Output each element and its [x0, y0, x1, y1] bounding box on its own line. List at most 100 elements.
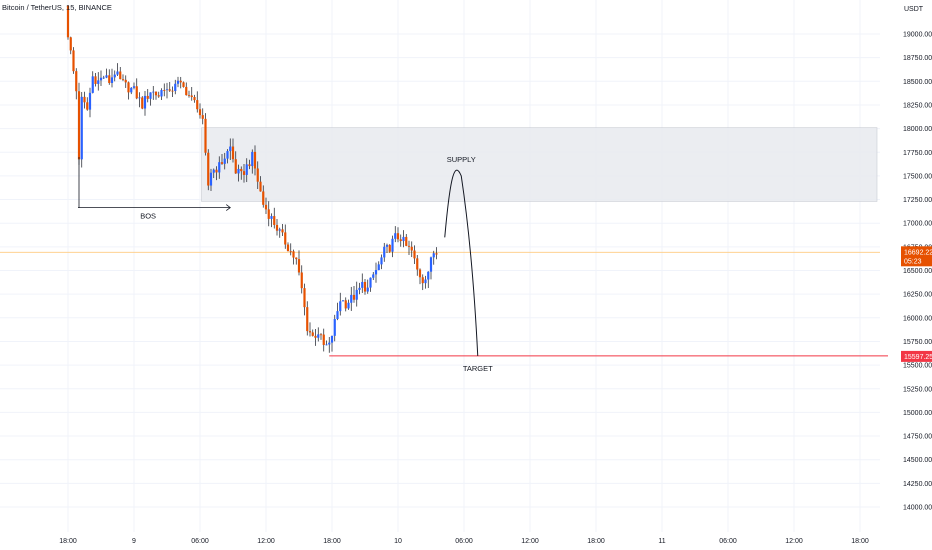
- candle-down: [121, 79, 125, 80]
- candle-up: [223, 158, 226, 164]
- candle-up: [394, 233, 397, 239]
- price-tick-label: 16000.00: [903, 315, 932, 322]
- candle-down: [201, 115, 204, 119]
- time-tick-label: 18:00: [59, 538, 77, 545]
- candle-down: [413, 250, 416, 259]
- time-tick-label: 12:00: [521, 538, 539, 545]
- candle-down: [308, 331, 312, 333]
- candle-down: [135, 86, 138, 99]
- candle-down: [410, 246, 413, 251]
- candle-down: [185, 86, 188, 96]
- candle-down: [306, 307, 309, 332]
- candle-down: [275, 224, 279, 231]
- supply-label: SUPPLY: [447, 155, 476, 164]
- bar-countdown: 05:23: [904, 258, 922, 265]
- price-tick-label: 18000.00: [903, 126, 932, 133]
- candle-down: [286, 244, 290, 252]
- candle-up: [209, 172, 213, 186]
- candle-up: [97, 80, 100, 84]
- candle-up: [138, 97, 141, 99]
- candle-down: [66, 5, 70, 38]
- candle-up: [383, 246, 386, 258]
- candle-up: [251, 151, 254, 167]
- candle-down: [292, 251, 295, 258]
- time-tick-label: 06:00: [719, 538, 737, 545]
- price-tick-label: 14250.00: [903, 481, 932, 488]
- candle-up: [245, 164, 248, 175]
- candle-down: [141, 97, 144, 109]
- candle-up: [165, 89, 169, 91]
- time-tick-label: 10: [394, 538, 402, 545]
- candle-down: [416, 258, 419, 270]
- supply-zone: [201, 127, 878, 202]
- candle-up: [113, 74, 116, 78]
- supply-zone-layer: [0, 127, 880, 253]
- candle-up: [130, 87, 133, 93]
- candle-up: [369, 277, 372, 288]
- candle-up: [377, 264, 380, 271]
- candle-down: [69, 37, 72, 51]
- target-label: TARGET: [463, 364, 493, 373]
- candle-up: [116, 71, 119, 75]
- candle-up: [366, 287, 369, 292]
- price-tick-label: 18500.00: [903, 79, 932, 86]
- candle-down: [157, 95, 160, 97]
- symbol-title: Bitcoin / TetherUS, 15, BINANCE: [2, 3, 112, 12]
- candle-down: [196, 100, 199, 110]
- candle-down: [314, 335, 317, 338]
- candle-up: [149, 92, 152, 99]
- candle-down: [352, 294, 356, 300]
- candle-down: [75, 71, 78, 92]
- candle-down: [204, 118, 207, 153]
- candle-up: [80, 96, 83, 160]
- time-tick-label: 06:00: [191, 538, 209, 545]
- candle-up: [347, 302, 350, 309]
- candle-down: [168, 89, 171, 91]
- candle-down: [295, 257, 298, 260]
- candle-down: [297, 259, 301, 273]
- candle-down: [163, 90, 166, 91]
- candle-up: [88, 92, 92, 110]
- candle-down: [234, 159, 237, 174]
- time-tick-label: 12:00: [785, 538, 803, 545]
- candle-down: [154, 91, 158, 96]
- price-tick-label: 14000.00: [903, 505, 932, 512]
- candle-up: [339, 301, 342, 312]
- price-tick-label: 17750.00: [903, 150, 932, 157]
- candle-down: [182, 82, 185, 87]
- last-price-value: 16692.22: [904, 249, 932, 256]
- price-tick-label: 18250.00: [903, 102, 932, 109]
- candle-down: [421, 277, 424, 284]
- price-tick-label: 17500.00: [903, 173, 932, 180]
- time-tick-label: 9: [132, 538, 136, 545]
- candle-down: [435, 253, 438, 255]
- time-axis[interactable]: 2:0018:00906:0012:0018:001006:0012:0018:…: [0, 538, 869, 545]
- projection-arc: [444, 169, 479, 356]
- price-tick-label: 15000.00: [903, 410, 932, 417]
- candle-down: [77, 91, 81, 160]
- candle-down: [319, 334, 323, 336]
- target-price-value: 15597.25: [904, 354, 932, 361]
- price-tick-label: 16500.00: [903, 268, 932, 275]
- candle-down: [256, 168, 259, 182]
- price-tick-label: 15500.00: [903, 363, 932, 370]
- candle-up: [350, 294, 353, 303]
- candle-down: [124, 79, 127, 83]
- last-price-badge: [901, 246, 932, 267]
- candles-layer: [66, 5, 438, 353]
- candle-up: [160, 90, 163, 97]
- candle-down: [396, 233, 400, 240]
- candle-down: [72, 50, 75, 72]
- candle-up: [391, 238, 394, 252]
- price-tick-label: 19000.00: [903, 32, 932, 39]
- candle-down: [300, 272, 303, 289]
- candle-up: [424, 279, 427, 284]
- candle-up: [432, 253, 435, 258]
- price-axis[interactable]: 14000.00 14250.00 14500.00 14750.00 15000.00…: [901, 6, 932, 512]
- price-tick-label: 16250.00: [903, 292, 932, 299]
- candle-down: [198, 109, 202, 116]
- target-price-badge: [901, 350, 932, 362]
- candle-up: [152, 91, 155, 93]
